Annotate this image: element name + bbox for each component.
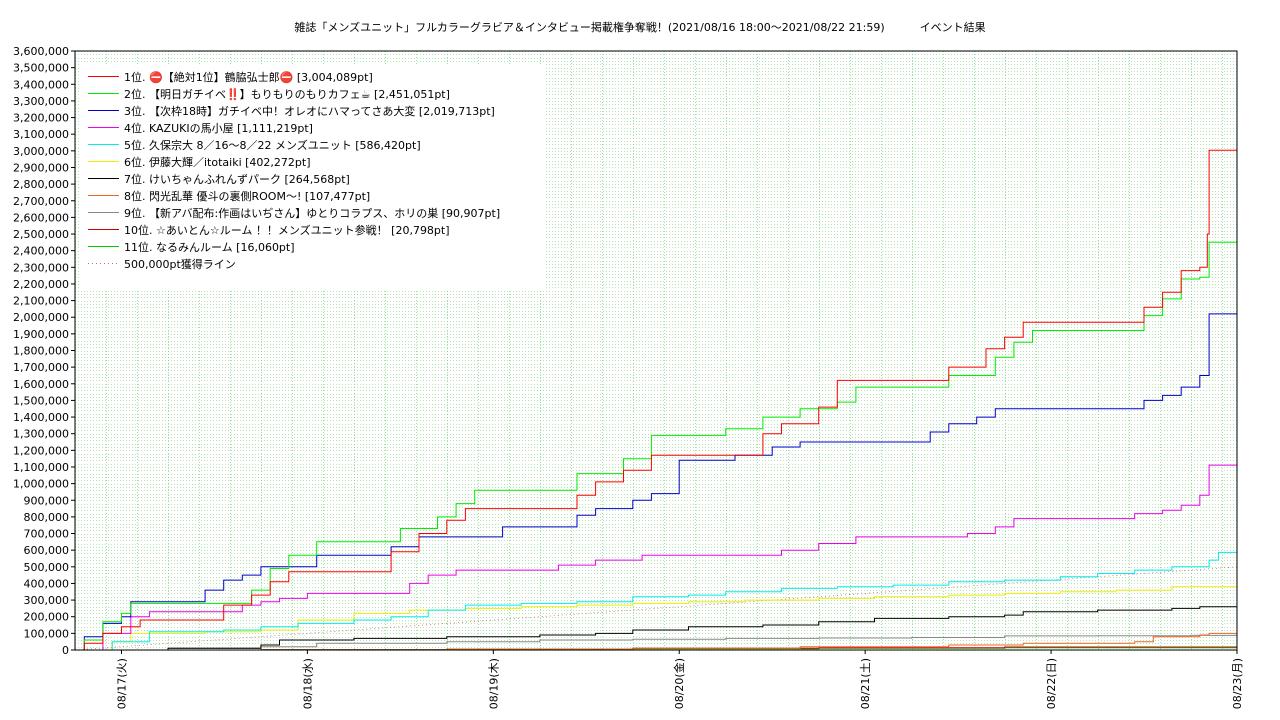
x-tick-label: 08/23(月) <box>1231 658 1244 709</box>
y-tick-label: 3,600,000 <box>13 45 69 58</box>
legend-label: 500,000pt獲得ライン <box>124 258 236 271</box>
y-tick-label: 3,300,000 <box>13 95 69 108</box>
series-line <box>75 606 1238 651</box>
legend-label: 1位. ⛔【絶対1位】鶴脇弘士郎⛔ [3,004,089pt] <box>124 70 373 84</box>
y-tick-label: 2,000,000 <box>13 311 69 324</box>
legend-label: 9位. 【新アバ配布:作画はいぢさん】ゆとりコラプス、ホリの巣 [90,907p… <box>124 206 500 220</box>
y-tick-label: 1,800,000 <box>13 345 69 358</box>
y-tick-label: 1,200,000 <box>13 444 69 457</box>
series-line <box>75 551 1237 651</box>
legend-box <box>80 64 546 290</box>
y-tick-label: 2,100,000 <box>13 295 69 308</box>
y-tick-label: 700,000 <box>24 528 70 541</box>
y-tick-label: 600,000 <box>24 544 70 557</box>
x-tick-label: 08/18(水) <box>301 658 314 709</box>
legend-label: 7位. けいちゃんふれんずパーク [264,568pt] <box>124 172 350 186</box>
y-tick-label: 100,000 <box>24 627 70 640</box>
y-tick-label: 2,400,000 <box>13 245 69 258</box>
y-tick-label: 3,100,000 <box>13 128 69 141</box>
y-tick-label: 1,700,000 <box>13 361 69 374</box>
series-layer <box>75 149 1238 651</box>
y-tick-label: 3,400,000 <box>13 78 69 91</box>
y-tick-label: 500,000 <box>24 561 70 574</box>
y-tick-label: 2,500,000 <box>13 228 69 241</box>
x-tick-label: 08/19(木) <box>487 658 500 709</box>
legend-label: 5位. 久保宗大 8／16〜8／22 メンズユニット [586,420pt] <box>124 138 421 152</box>
legend-label: 3位. 【次枠18時】ガチイベ中！オレオにハマってさあ大変 [2,019,713… <box>124 104 495 118</box>
legend-label: 4位. KAZUKIの馬小屋 [1,111,219pt] <box>124 121 313 135</box>
axis-layer: 0 100,000 200,000 300,000 400,000 500,000 600,… <box>13 45 1244 709</box>
series-line <box>75 583 1238 651</box>
legend-label: 10位. ☆あいとん☆ルーム ！！メンズユニット参戦！ [20,798pt] <box>124 223 450 237</box>
y-tick-label: 400,000 <box>24 577 70 590</box>
y-tick-label: 1,100,000 <box>13 461 69 474</box>
legend-label: 6位. 伊藤大輝／itotaiki [402,272pt] <box>124 155 311 169</box>
x-tick-label: 08/17(火) <box>115 658 128 709</box>
legend-label: 2位. 【明日ガチイベ‼️】もりもりのもりカフェ☕ [2,451,051pt] <box>124 87 450 101</box>
legend: 1位. ⛔【絶対1位】鶴脇弘士郎⛔ [3,004,089pt] 2位. 【明日ガチ… <box>80 64 546 290</box>
y-tick-label: 0 <box>62 644 69 657</box>
y-tick-label: 1,000,000 <box>13 478 69 491</box>
y-tick-label: 2,600,000 <box>13 211 69 224</box>
y-tick-label: 3,500,000 <box>13 62 69 75</box>
series-line <box>75 632 1238 651</box>
legend-label: 11位. なるみんルーム [16,060pt] <box>124 240 295 254</box>
x-tick-label: 08/20(金) <box>672 658 686 709</box>
series-line <box>75 149 1237 651</box>
y-tick-label: 1,900,000 <box>13 328 69 341</box>
x-tick-label: 08/22(日) <box>1045 658 1058 709</box>
series-line <box>75 313 1237 651</box>
series-line <box>75 634 1238 651</box>
y-tick-label: 300,000 <box>24 594 70 607</box>
y-tick-label: 3,200,000 <box>13 112 69 125</box>
y-tick-label: 1,400,000 <box>13 411 69 424</box>
y-tick-label: 1,600,000 <box>13 378 69 391</box>
legend-label: 8位. 閃光乱華 優斗の裏側ROOM〜! [107,477pt] <box>124 189 370 203</box>
y-tick-label: 2,200,000 <box>13 278 69 291</box>
y-tick-label: 3,000,000 <box>13 145 69 158</box>
y-tick-label: 900,000 <box>24 494 70 507</box>
y-tick-label: 200,000 <box>24 611 70 624</box>
y-tick-label: 1,500,000 <box>13 394 69 407</box>
chart-title: 雑誌「メンズユニット」フルカラーグラビア＆インタビュー掲載権争奪戦！(2021/… <box>294 21 986 34</box>
y-tick-label: 2,900,000 <box>13 161 69 174</box>
series-line <box>75 241 1238 651</box>
y-tick-label: 2,800,000 <box>13 178 69 191</box>
y-tick-label: 2,700,000 <box>13 195 69 208</box>
y-tick-label: 2,300,000 <box>13 261 69 274</box>
x-tick-label: 08/21(土) <box>859 658 872 709</box>
y-tick-label: 1,300,000 <box>13 428 69 441</box>
y-tick-label: 800,000 <box>24 511 70 524</box>
